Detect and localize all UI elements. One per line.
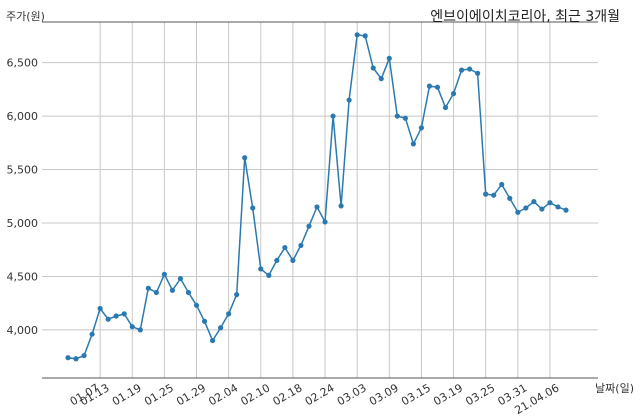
y-tick-label: 5,000: [7, 217, 39, 230]
axes: [42, 21, 598, 379]
y-axis-label: 주가(원): [6, 10, 45, 23]
data-point: [402, 115, 408, 121]
grid: [42, 22, 598, 378]
data-point: [121, 311, 127, 317]
data-point: [97, 305, 103, 312]
data-point: [410, 141, 416, 147]
x-tick-label: 03.19: [431, 381, 465, 408]
data-point: [322, 219, 328, 225]
data-point: [491, 192, 497, 198]
data-point: [450, 91, 457, 97]
data-point: [418, 125, 425, 131]
data-point: [547, 200, 553, 206]
data-point: [113, 313, 119, 319]
data-point: [523, 205, 529, 211]
data-point: [563, 207, 569, 213]
ticks: 4,0004,5005,0005,5006,0006,50001.0701.13…: [7, 57, 562, 417]
data-point: [226, 311, 232, 317]
x-axis-label: 날짜(일): [595, 382, 634, 395]
data-point: [362, 33, 368, 39]
data-point: [467, 66, 473, 72]
data-point: [378, 76, 384, 82]
y-tick-label: 4,500: [7, 270, 39, 283]
x-tick-label: 02.10: [238, 381, 272, 408]
data-point: [185, 289, 192, 296]
data-point: [290, 257, 296, 264]
y-tick-label: 5,500: [7, 164, 39, 177]
data-point: [386, 55, 392, 61]
data-point: [475, 70, 481, 76]
x-tick-label: 01.19: [110, 381, 144, 408]
data-point: [515, 209, 521, 215]
data-point: [161, 271, 167, 277]
x-tick-label: 02.18: [271, 381, 305, 408]
data-point: [370, 65, 376, 71]
chart-title: 엔브이에이치코리아, 최근 3개월: [430, 9, 620, 25]
data-point: [169, 287, 176, 293]
y-tick-label: 6,000: [7, 110, 39, 123]
data-point: [531, 199, 537, 205]
data-point: [242, 155, 248, 161]
data-point: [458, 67, 465, 73]
data-point: [282, 244, 288, 251]
data-point: [483, 191, 489, 197]
data-point: [201, 318, 208, 324]
x-tick-label: 02.24: [303, 381, 337, 408]
data-point: [137, 327, 143, 333]
data-point: [89, 331, 95, 337]
data-point: [330, 113, 336, 119]
data-point: [145, 285, 151, 291]
data-point: [250, 205, 256, 211]
data-point: [306, 223, 312, 229]
data-point: [346, 97, 352, 103]
x-tick-label: 02.04: [206, 381, 240, 408]
data-point: [177, 275, 184, 282]
price-line: [67, 33, 567, 360]
data-point: [354, 32, 360, 38]
data-point: [314, 204, 320, 210]
y-tick-label: 4,000: [7, 324, 39, 337]
data-point: [507, 195, 513, 201]
data-point: [266, 272, 272, 278]
data-point: [394, 113, 400, 119]
data-point: [499, 181, 505, 188]
data-point: [442, 104, 449, 111]
x-tick-label: 01.29: [174, 381, 208, 408]
data-point: [193, 302, 200, 308]
x-tick-label: 01.25: [142, 381, 176, 408]
data-point: [274, 257, 280, 264]
data-point: [218, 325, 224, 331]
data-point: [81, 352, 87, 359]
data-point: [539, 206, 545, 212]
data-point: [234, 292, 240, 298]
data-point: [129, 324, 135, 330]
data-point: [65, 355, 71, 361]
data-point: [73, 356, 79, 362]
data-point: [555, 204, 561, 210]
data-point: [153, 289, 159, 296]
data-point: [338, 203, 344, 209]
data-point: [426, 83, 433, 89]
data-point: [209, 337, 216, 344]
x-tick-label: 03.25: [463, 381, 497, 408]
data-point: [105, 316, 111, 322]
series: [65, 32, 569, 362]
x-tick-label: 03.09: [367, 381, 401, 408]
y-tick-label: 6,500: [7, 57, 39, 70]
x-tick-label: 03.15: [399, 381, 433, 408]
data-point: [258, 266, 264, 272]
data-point: [434, 84, 441, 90]
data-point: [298, 242, 304, 249]
x-tick-label: 03.03: [335, 381, 369, 408]
